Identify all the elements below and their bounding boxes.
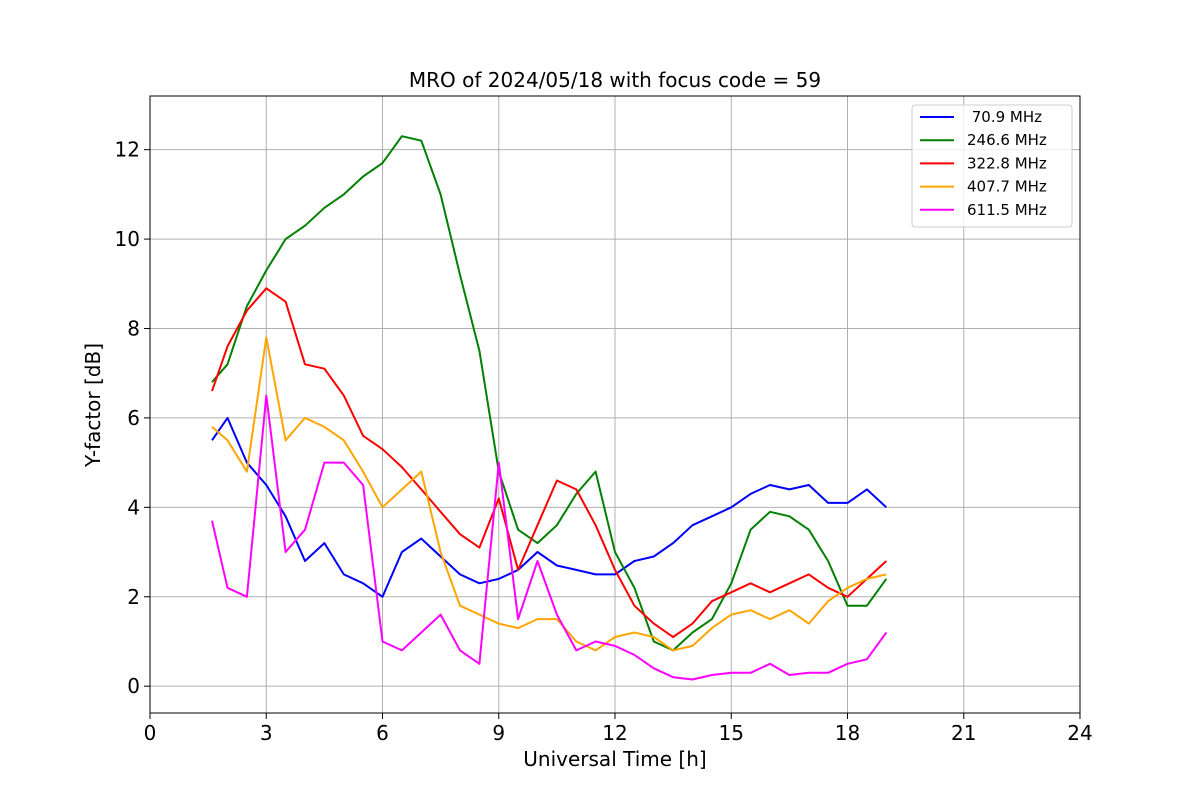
legend-label: 322.8 MHz [967,154,1047,172]
x-tick-label: 9 [492,721,505,745]
legend: 70.9 MHz 246.6 MHz 322.8 MHz 407.7 MHz 611.5… [911,104,1073,228]
x-tick-label: 15 [719,721,744,745]
y-tick-label: 10 [115,227,140,251]
y-tick-label: 8 [127,316,140,340]
legend-label: 611.5 MHz [967,201,1047,219]
y-tick-label: 2 [127,585,140,609]
legend-label: 70.9 MHz [967,108,1042,126]
y-tick-label: 6 [127,406,140,430]
y-tick-label: 12 [115,138,140,162]
legend-label: 246.6 MHz [967,131,1047,149]
y-tick-label: 0 [127,674,140,698]
chart-title: MRO of 2024/05/18 with focus code = 59 [409,68,821,92]
series-line-4 [211,394,888,681]
legend-label: 407.7 MHz [967,178,1047,196]
series-line-0 [211,416,887,598]
series-line-3 [211,336,887,652]
x-tick-label: 6 [376,721,389,745]
series-layer [211,135,888,681]
legend-box [911,104,1073,228]
x-tick-label: 12 [602,721,627,745]
x-tick-label: 21 [951,721,976,745]
x-tick-label: 24 [1067,721,1092,745]
x-tick-label: 3 [260,721,273,745]
series-line-2 [211,287,887,638]
y-ticks: 0 2 4 6 8 10 12 [115,138,150,698]
y-axis-label: Y-factor [dB] [81,343,105,468]
x-axis-label: Universal Time [h] [523,747,706,771]
x-tick-label: 18 [835,721,860,745]
series-line-1 [211,135,888,652]
y-tick-label: 4 [127,495,140,519]
x-ticks: 0 3 6 9 12 15 18 21 24 [144,713,1093,745]
x-tick-label: 0 [144,721,157,745]
